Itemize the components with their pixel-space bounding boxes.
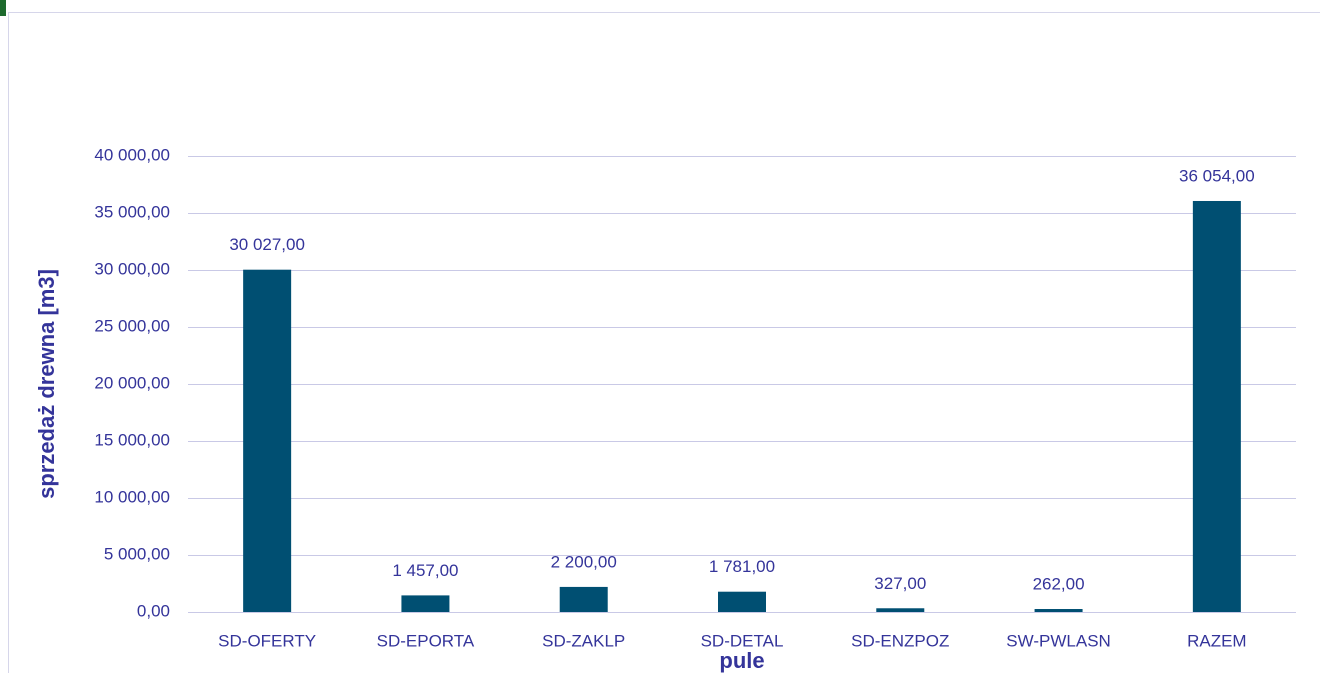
y-tick-label: 15 000,00 <box>94 430 170 449</box>
y-tick-label: 10 000,00 <box>94 487 170 506</box>
bar <box>243 269 292 612</box>
bar <box>401 595 450 612</box>
bar <box>718 591 766 612</box>
data-label: 30 027,00 <box>229 235 305 254</box>
bar <box>1192 200 1241 612</box>
y-axis-label: sprzedaż drewna [m3] <box>34 269 59 499</box>
x-tick-label: SD-EPORTA <box>377 631 475 650</box>
y-tick-label: 0,00 <box>137 601 170 620</box>
x-tick-label: SD-ENZPOZ <box>851 631 949 650</box>
data-label: 1 781,00 <box>709 557 775 576</box>
x-tick-label: RAZEM <box>1187 631 1247 650</box>
data-label: 2 200,00 <box>551 552 617 571</box>
data-label: 327,00 <box>874 574 926 593</box>
x-tick-label: SD-ZAKLP <box>542 631 625 650</box>
y-tick-label: 20 000,00 <box>94 373 170 392</box>
y-tick-label: 25 000,00 <box>94 316 170 335</box>
bar <box>876 608 925 612</box>
bar <box>1034 609 1083 612</box>
x-tick-label: SD-DETAL <box>701 631 784 650</box>
data-label: 36 054,00 <box>1179 166 1255 185</box>
y-tick-label: 30 000,00 <box>94 259 170 278</box>
x-tick-label: SW-PWLASN <box>1006 631 1111 650</box>
corner-mark <box>0 0 6 16</box>
bar <box>559 586 608 612</box>
y-tick-label: 40 000,00 <box>94 145 170 164</box>
y-tick-label: 5 000,00 <box>104 544 170 563</box>
x-tick-label: SD-OFERTY <box>218 631 316 650</box>
data-label: 1 457,00 <box>392 561 458 580</box>
y-tick-label: 35 000,00 <box>94 202 170 221</box>
x-axis-label: pule <box>719 648 764 673</box>
data-label: 262,00 <box>1033 574 1085 593</box>
